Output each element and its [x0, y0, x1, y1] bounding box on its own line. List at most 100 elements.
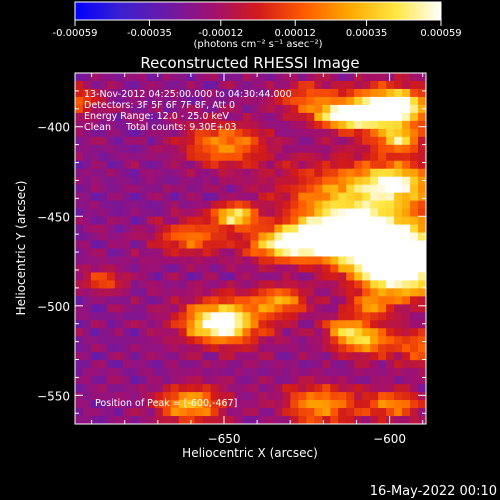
heatmap-cell: [242, 328, 251, 337]
heatmap-cell: [98, 152, 108, 162]
heatmap-cell: [194, 168, 204, 178]
heatmap-cell: [130, 392, 140, 401]
heatmap-cell: [226, 168, 236, 178]
heatmap-cell: [322, 312, 331, 321]
heatmap-cell: [146, 128, 156, 138]
heatmap-cell: [90, 296, 100, 305]
heatmap-cell: [234, 88, 244, 98]
heatmap-cell: [234, 240, 244, 249]
heatmap-cell: [202, 88, 212, 98]
heatmap-cell: [122, 160, 132, 170]
heatmap-cell: [178, 216, 188, 226]
heatmap-cell: [354, 408, 363, 417]
heatmap-cell: [130, 320, 140, 329]
heatmap-cell: [274, 400, 283, 409]
heatmap-cell: [242, 232, 251, 242]
heatmap-cell: [418, 240, 426, 249]
heatmap-cell: [290, 288, 299, 297]
heatmap-cell: [378, 320, 387, 329]
heatmap-cell: [298, 288, 307, 297]
heatmap-cell: [266, 384, 275, 393]
heatmap-cell: [114, 152, 124, 162]
heatmap-cell: [138, 200, 148, 210]
heatmap-cell: [258, 248, 267, 257]
heatmap-cell: [90, 368, 100, 377]
heatmap-cell: [210, 320, 220, 329]
heatmap-cell: [98, 312, 108, 321]
heatmap-cell: [346, 96, 355, 106]
heatmap-cell: [418, 200, 426, 210]
heatmap-cell: [266, 328, 275, 337]
heatmap-cell: [378, 112, 387, 122]
heatmap-cell: [106, 88, 116, 98]
heatmap-cell: [186, 160, 196, 170]
heatmap-cell: [298, 360, 307, 369]
heatmap-cell: [202, 360, 212, 369]
heatmap-cell: [130, 248, 140, 257]
heatmap-cell: [266, 272, 275, 281]
heatmap-cell: [162, 376, 172, 385]
heatmap-cell: [322, 256, 331, 265]
heatmap-cell: [234, 144, 244, 154]
heatmap-cell: [298, 304, 307, 313]
heatmap-cell: [194, 104, 204, 114]
heatmap-cell: [378, 168, 387, 178]
heatmap-cell: [354, 136, 363, 146]
heatmap-cell: [130, 400, 140, 409]
heatmap-cell: [106, 264, 116, 273]
heatmap-cell: [170, 112, 180, 122]
heatmap-cell: [98, 144, 108, 154]
heatmap-cell: [90, 224, 100, 234]
heatmap-cell: [410, 232, 419, 242]
heatmap-cell: [234, 320, 244, 329]
plot-frame: [74, 72, 427, 425]
heatmap-cell: [90, 328, 100, 337]
heatmap-cell: [114, 288, 124, 297]
heatmap-cell: [186, 112, 196, 122]
heatmap-cell: [170, 280, 180, 289]
heatmap-cell: [90, 256, 100, 265]
heatmap-cell: [266, 408, 275, 417]
heatmap-cell: [362, 208, 371, 218]
heatmap-cell: [218, 240, 228, 249]
heatmap-cell: [322, 384, 331, 393]
footer-date: 16-May-2022 00:10: [370, 484, 497, 499]
heatmap-cell: [290, 392, 299, 401]
heatmap-cell: [370, 328, 379, 337]
heatmap-cell: [178, 224, 188, 234]
heatmap-cell: [250, 168, 259, 178]
heatmap-cell: [90, 280, 100, 289]
heatmap-cell: [274, 120, 283, 130]
heatmap-cell: [418, 272, 426, 281]
heatmap-cell: [162, 73, 172, 82]
heatmap-cell: [154, 392, 164, 401]
heatmap-cell: [322, 400, 331, 409]
heatmap-cell: [314, 392, 323, 401]
heatmap-cell: [370, 176, 379, 186]
heatmap-cell: [154, 248, 164, 257]
heatmap-cell: [186, 368, 196, 377]
heatmap-cell: [282, 344, 291, 353]
heatmap-cell: [258, 416, 267, 424]
heatmap-cell: [234, 80, 244, 90]
heatmap-cell: [386, 208, 395, 218]
heatmap-cell: [210, 184, 220, 194]
heatmap-cell: [346, 416, 355, 424]
heatmap-cell: [282, 80, 291, 90]
heatmap-cell: [178, 400, 188, 409]
heatmap-cell: [410, 120, 419, 130]
heatmap-cell: [362, 240, 371, 249]
heatmap-cell: [82, 336, 92, 345]
heatmap-cell: [186, 152, 196, 162]
heatmap-cell: [98, 224, 108, 234]
heatmap-cell: [186, 208, 196, 218]
heatmap-cell: [210, 416, 220, 424]
heatmap-cell: [362, 352, 371, 361]
heatmap-cell: [306, 152, 315, 162]
heatmap-cell: [130, 112, 140, 122]
heatmap-cell: [322, 208, 331, 218]
heatmap-cell: [290, 352, 299, 361]
heatmap-cell: [146, 416, 156, 424]
heatmap-cell: [290, 368, 299, 377]
heatmap-cell: [82, 408, 92, 417]
